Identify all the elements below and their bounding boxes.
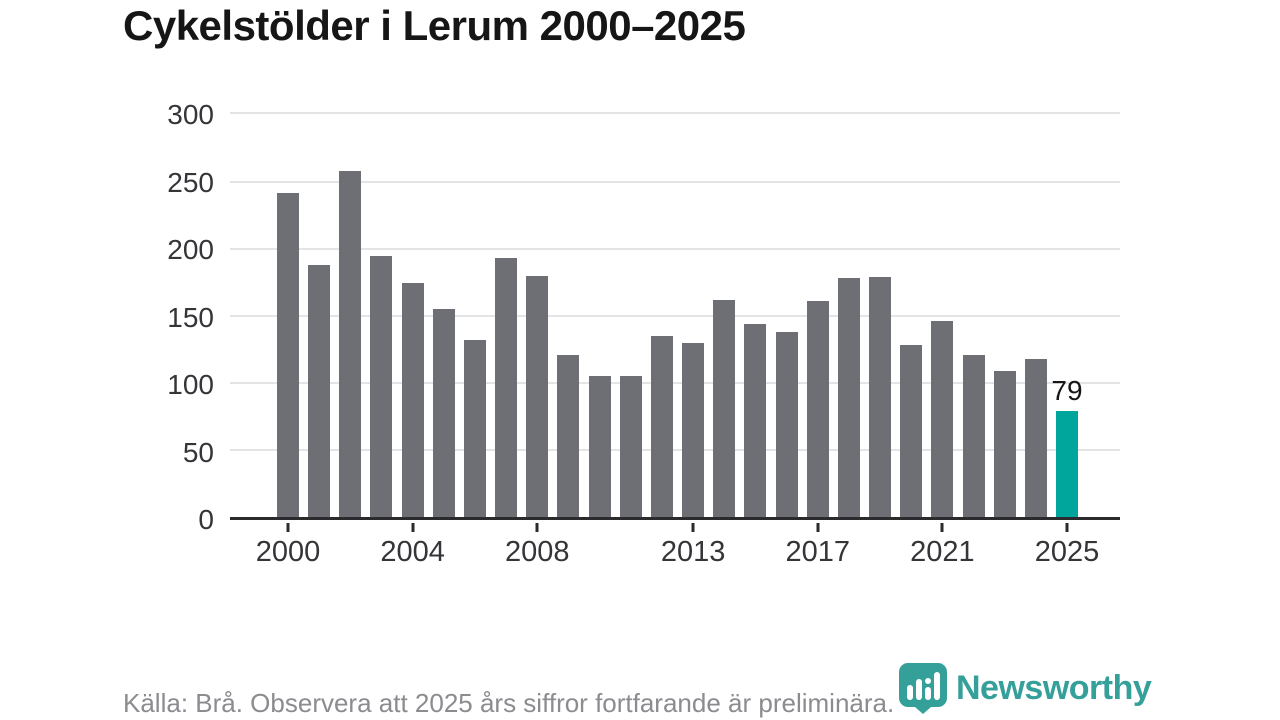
x-axis-tick-label: 2004 bbox=[380, 536, 445, 568]
bar-2012 bbox=[650, 336, 673, 517]
newsworthy-wordmark: Newsworthy bbox=[956, 668, 1152, 707]
x-axis-tick-label: 2017 bbox=[785, 536, 850, 568]
x-axis-tick-mark bbox=[1065, 523, 1069, 532]
x-axis: 2000 2004 2008 2013 2017 2021 2025 bbox=[230, 520, 1120, 580]
bar-value-label: 79 bbox=[1051, 375, 1083, 407]
bar-2002 bbox=[339, 171, 362, 517]
bar-2021 bbox=[931, 321, 954, 517]
plot-area: 79 bbox=[230, 112, 1120, 520]
x-axis-tick-mark bbox=[411, 523, 415, 532]
x-axis-tick-mark bbox=[286, 523, 290, 532]
bar-2011 bbox=[619, 376, 642, 517]
y-axis-tick-label: 0 bbox=[198, 504, 214, 535]
gridline-200 bbox=[230, 248, 1120, 251]
newsworthy-logo-icon bbox=[899, 663, 947, 714]
x-axis-tick-label: 2008 bbox=[505, 536, 570, 568]
x-axis-tick-label: 2000 bbox=[255, 536, 321, 568]
y-axis-tick-label: 200 bbox=[167, 234, 214, 266]
bar-2017 bbox=[806, 301, 829, 517]
y-axis-tick-label: 250 bbox=[167, 166, 214, 198]
x-axis-tick-mark bbox=[691, 523, 695, 532]
x-axis-tick-mark bbox=[535, 523, 539, 532]
y-axis-tick-label: 300 bbox=[167, 99, 214, 130]
x-axis-tick-mark bbox=[940, 523, 944, 532]
x-axis-tick-label: 2025 bbox=[1034, 536, 1100, 568]
x-axis-tick-label: 2013 bbox=[660, 536, 726, 568]
gridline-150 bbox=[230, 315, 1120, 317]
y-axis-tick-label: 100 bbox=[167, 369, 214, 401]
source-note: Källa: Brå. Observera att 2025 års siffr… bbox=[123, 688, 895, 718]
gridline-50 bbox=[230, 449, 1120, 452]
bar-2003 bbox=[370, 255, 393, 517]
gridline-250 bbox=[230, 181, 1120, 183]
newsworthy-brand: Newsworthy bbox=[898, 662, 1152, 714]
bar-2007 bbox=[495, 258, 518, 517]
bar-2001 bbox=[308, 265, 331, 517]
bar-2018 bbox=[837, 278, 860, 517]
bar-2010 bbox=[588, 376, 611, 517]
bar-2005 bbox=[432, 309, 455, 517]
x-axis-tick-label: 2021 bbox=[910, 536, 975, 568]
bar-2015 bbox=[744, 324, 767, 517]
bar-2019 bbox=[869, 277, 892, 517]
bar-2004 bbox=[401, 282, 424, 517]
bar-2016 bbox=[775, 332, 798, 517]
y-axis-tick-label: 150 bbox=[167, 301, 214, 333]
x-axis-tick-mark bbox=[816, 523, 820, 532]
chart-title: Cykelstölder i Lerum 2000–2025 bbox=[123, 2, 746, 49]
bar-2013 bbox=[682, 342, 705, 517]
bar-2024 bbox=[1024, 358, 1047, 517]
y-axis: 0 50 100 150 200 250 300 bbox=[110, 101, 214, 534]
bar-2025: 79 bbox=[1051, 377, 1083, 517]
bar-2006 bbox=[463, 340, 486, 517]
bar-2023 bbox=[993, 370, 1016, 517]
bar-2020 bbox=[900, 345, 923, 517]
gridline-300 bbox=[230, 112, 1120, 114]
bar-2014 bbox=[713, 299, 736, 517]
gridline-100 bbox=[230, 382, 1120, 385]
bar-2022 bbox=[962, 354, 985, 517]
bar-2000 bbox=[277, 192, 299, 517]
bar-2009 bbox=[557, 354, 580, 517]
bar-2008 bbox=[526, 275, 549, 517]
y-axis-tick-label: 50 bbox=[182, 436, 214, 468]
